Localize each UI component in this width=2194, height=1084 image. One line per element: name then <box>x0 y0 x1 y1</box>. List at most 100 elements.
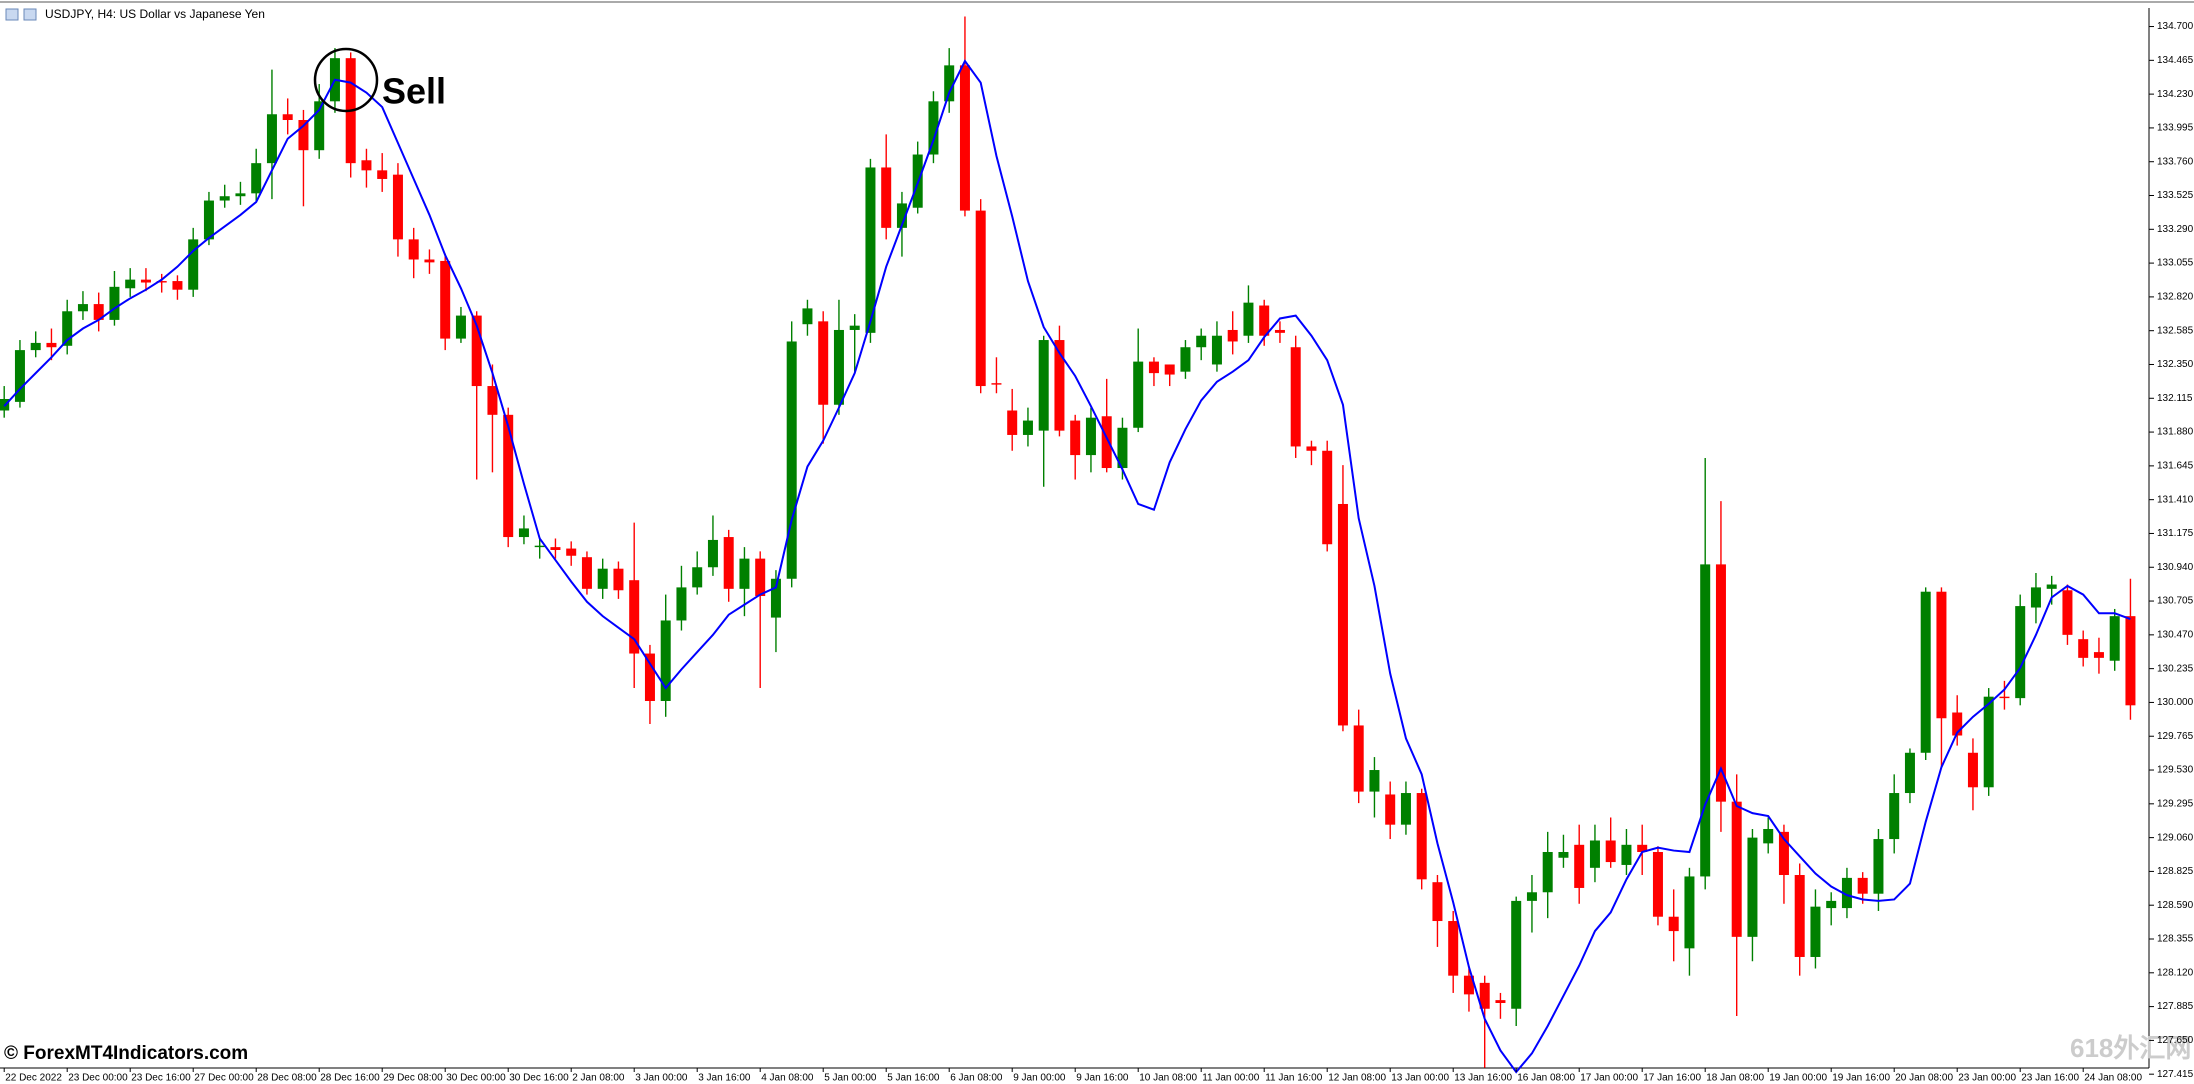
candle-body <box>30 342 41 351</box>
candle-body <box>1400 793 1411 825</box>
candle-body <box>1479 982 1490 1009</box>
candle-body <box>1700 564 1711 877</box>
x-tick-label: 17 Jan 00:00 <box>1580 1073 1638 1084</box>
candle-body <box>1999 696 2010 699</box>
candle-body <box>1369 770 1380 792</box>
candle-body <box>377 170 388 179</box>
candle-body <box>928 101 939 155</box>
y-tick-label: 130.235 <box>2157 663 2194 674</box>
x-tick-label: 19 Jan 16:00 <box>1832 1073 1890 1084</box>
y-tick-label: 129.765 <box>2157 731 2194 742</box>
chart-title: USDJPY, H4: US Dollar vs Japanese Yen <box>45 7 265 21</box>
x-tick-label: 13 Jan 16:00 <box>1454 1073 1512 1084</box>
candle-body <box>881 167 892 228</box>
candle-body <box>62 311 73 346</box>
moving-average <box>3 59 2131 1074</box>
y-tick-label: 133.995 <box>2157 123 2194 134</box>
y-tick-label: 134.230 <box>2157 89 2194 100</box>
candle-body <box>566 548 577 556</box>
x-tick-label: 10 Jan 08:00 <box>1139 1073 1197 1084</box>
candle-body <box>818 321 829 405</box>
candle-body <box>2125 616 2136 706</box>
x-tick-label: 20 Jan 08:00 <box>1895 1073 1953 1084</box>
candle-body <box>644 653 655 701</box>
candle-body <box>1117 427 1128 469</box>
candle-body <box>723 537 734 589</box>
candle-body <box>1337 503 1348 726</box>
candle-body <box>455 315 466 339</box>
candle-body <box>1715 564 1726 802</box>
candle-body <box>1148 361 1159 374</box>
candle-body <box>1353 725 1364 792</box>
candle-body <box>2015 606 2026 699</box>
candle-body <box>266 114 277 164</box>
y-tick-label: 130.470 <box>2157 629 2194 640</box>
candle-body <box>1054 340 1065 431</box>
candle-body <box>1873 839 1884 894</box>
candle-body <box>440 260 451 339</box>
x-tick-label: 30 Dec 00:00 <box>446 1073 506 1084</box>
x-tick-label: 30 Dec 16:00 <box>509 1073 569 1084</box>
candle-body <box>1589 840 1600 868</box>
candles <box>0 16 2136 1074</box>
candle-body <box>1652 851 1663 917</box>
candle-body <box>975 210 986 387</box>
sell-annotation: Sell <box>382 71 446 112</box>
window-icon <box>5 8 19 21</box>
candle-body <box>1511 900 1522 1009</box>
y-tick-label: 127.885 <box>2157 1001 2194 1012</box>
x-tick-label: 22 Dec 2022 <box>5 1073 62 1084</box>
candle-body <box>1605 840 1616 863</box>
x-tick-label: 2 Jan 08:00 <box>572 1073 625 1084</box>
candle-body <box>1322 450 1333 545</box>
x-tick-label: 28 Dec 08:00 <box>257 1073 317 1084</box>
candle-body <box>1621 844 1632 865</box>
candle-body <box>786 341 797 579</box>
candle-body <box>1038 340 1049 431</box>
candle-body <box>1826 900 1837 909</box>
candle-body <box>1007 410 1018 435</box>
x-tick-label: 23 Dec 16:00 <box>131 1073 191 1084</box>
candle-body <box>1243 302 1254 336</box>
x-tick-label: 18 Jan 08:00 <box>1706 1073 1764 1084</box>
copyright: © ForexMT4Indicators.com <box>4 1043 248 1064</box>
candle-body <box>408 239 419 260</box>
x-tick-label: 6 Jan 08:00 <box>950 1073 1003 1084</box>
candle-body <box>235 193 246 197</box>
candle-body <box>424 259 435 263</box>
candle-body <box>896 203 907 228</box>
candle-body <box>1227 329 1238 342</box>
candle-body <box>959 65 970 211</box>
candle-body <box>707 539 718 568</box>
candle-body <box>1920 591 1931 753</box>
candle-body <box>282 114 293 121</box>
candle-body <box>140 279 151 283</box>
candle-body <box>1463 975 1474 995</box>
candle-body <box>1070 420 1081 456</box>
y-tick-label: 128.355 <box>2157 934 2194 945</box>
candle-body <box>1196 335 1207 348</box>
candle-body <box>1259 305 1270 336</box>
candle-body <box>865 167 876 333</box>
y-tick-label: 134.700 <box>2157 21 2194 32</box>
candle-body <box>1274 329 1285 333</box>
candle-body <box>991 383 1002 385</box>
y-tick-label: 131.175 <box>2157 528 2194 539</box>
candle-body <box>739 558 750 589</box>
candle-body <box>1558 851 1569 858</box>
candle-body <box>109 286 120 320</box>
x-tick-label: 27 Dec 00:00 <box>194 1073 254 1084</box>
y-tick-label: 133.525 <box>2157 190 2194 201</box>
candle-body <box>1889 793 1900 840</box>
candle-body <box>1133 361 1144 428</box>
candle-body <box>1022 420 1033 435</box>
x-tick-label: 4 Jan 08:00 <box>761 1073 814 1084</box>
candle-body <box>1101 416 1112 469</box>
y-tick-label: 127.415 <box>2157 1069 2194 1080</box>
candle-body <box>188 239 199 290</box>
candle-body <box>1306 446 1317 451</box>
candle-body <box>2046 584 2057 589</box>
y-tick-label: 132.350 <box>2157 359 2194 370</box>
candle-body <box>1637 844 1648 852</box>
